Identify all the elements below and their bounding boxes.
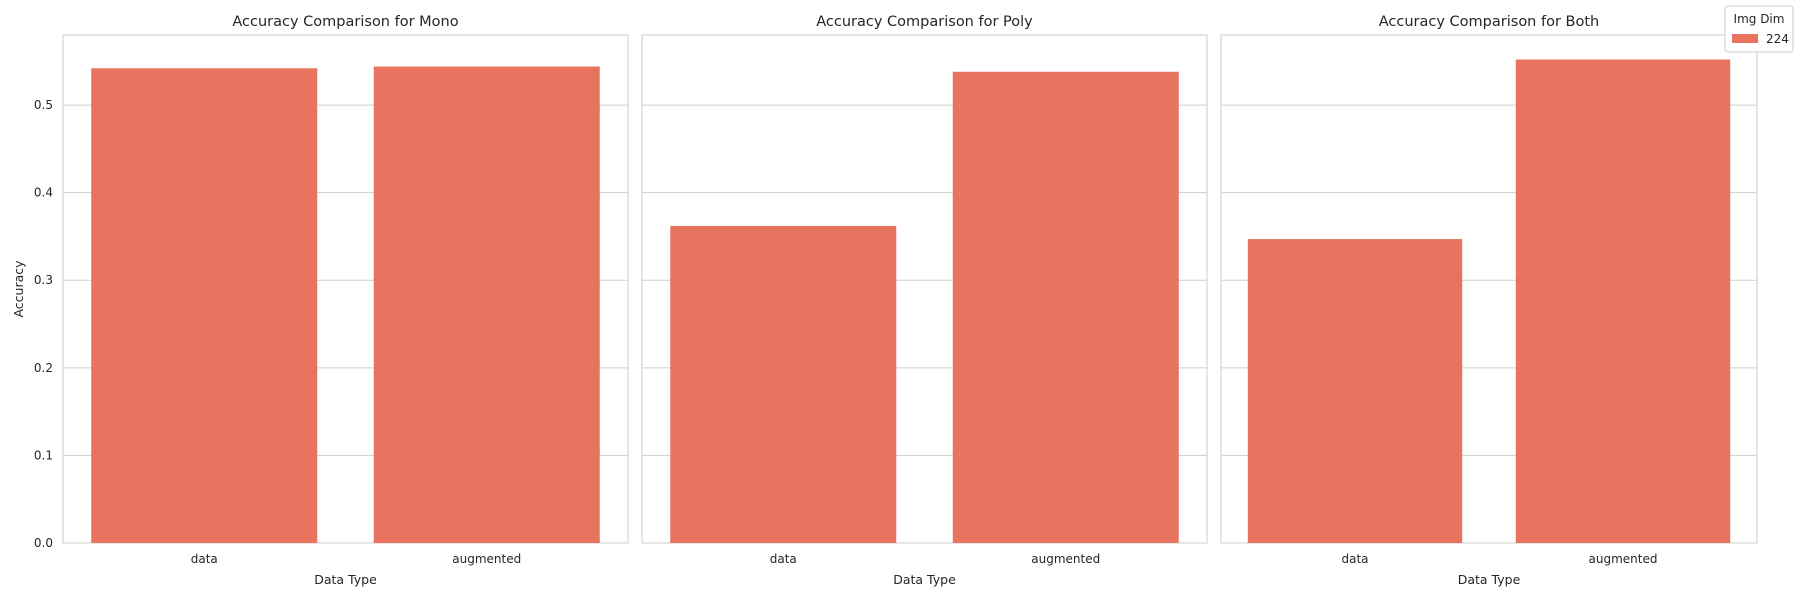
subplot-both: data augmented Accuracy Comparison for Bo… xyxy=(1220,14,1758,587)
subplot-title: Accuracy Comparison for Mono xyxy=(232,14,458,30)
subplot-poly: data augmented Accuracy Comparison for Po… xyxy=(641,14,1208,587)
legend: Img Dim 224 xyxy=(1724,5,1794,53)
legend-title: Img Dim xyxy=(1734,12,1785,26)
y-tick-labels: 0.0 0.1 0.2 0.3 0.4 0.5 xyxy=(34,98,53,550)
y-tick-label: 0.2 xyxy=(34,361,53,375)
y-tick-label: 0.0 xyxy=(34,536,53,550)
legend-swatch xyxy=(1732,34,1758,43)
legend-entry-label: 224 xyxy=(1766,32,1789,46)
y-tick-label: 0.4 xyxy=(34,186,53,200)
x-tick-label: augmented xyxy=(1031,552,1100,566)
x-tick-labels: data augmented xyxy=(770,552,1101,566)
x-tick-label: data xyxy=(191,552,218,566)
x-tick-label: data xyxy=(770,552,797,566)
bars xyxy=(670,71,1179,544)
x-tick-label: augmented xyxy=(452,552,521,566)
x-axis-label: Data Type xyxy=(893,572,956,587)
bar-augmented xyxy=(1515,59,1731,543)
y-tick-label: 0.3 xyxy=(34,273,53,287)
subplot-mono: 0.0 0.1 0.2 0.3 0.4 0.5 data augmented Accurac… xyxy=(11,14,629,587)
subplot-title: Accuracy Comparison for Both xyxy=(1379,14,1599,30)
subplot-title: Accuracy Comparison for Poly xyxy=(816,14,1033,30)
bar-data xyxy=(91,68,318,543)
bar-augmented xyxy=(952,71,1179,544)
x-tick-labels: data augmented xyxy=(1341,552,1657,566)
bars xyxy=(91,66,600,543)
x-axis-label: Data Type xyxy=(1458,572,1521,587)
bar-data xyxy=(670,225,897,543)
x-axis-label: Data Type xyxy=(314,572,377,587)
y-axis-label: Accuracy xyxy=(11,260,26,318)
bars xyxy=(1247,59,1731,543)
x-tick-label: augmented xyxy=(1589,552,1658,566)
y-tick-label: 0.1 xyxy=(34,448,53,462)
bar-data xyxy=(1247,239,1463,543)
x-tick-label: data xyxy=(1341,552,1368,566)
bar-augmented xyxy=(373,66,600,543)
x-tick-labels: data augmented xyxy=(191,552,522,566)
y-tick-label: 0.5 xyxy=(34,98,53,112)
